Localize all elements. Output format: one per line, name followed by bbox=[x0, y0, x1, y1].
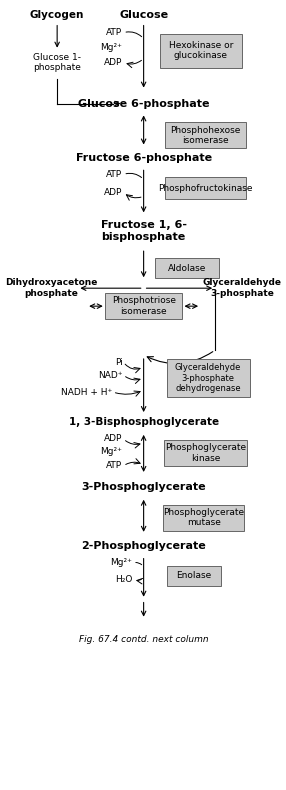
Text: ADP: ADP bbox=[104, 58, 122, 67]
Text: ATP: ATP bbox=[106, 170, 122, 179]
Text: Mg²⁺: Mg²⁺ bbox=[110, 559, 132, 567]
Text: ATP: ATP bbox=[106, 461, 122, 470]
Text: Mg²⁺: Mg²⁺ bbox=[101, 43, 122, 52]
FancyBboxPatch shape bbox=[160, 34, 242, 68]
Text: Fructose 1, 6-: Fructose 1, 6- bbox=[101, 220, 187, 231]
Text: Phosphofructokinase: Phosphofructokinase bbox=[158, 184, 253, 193]
Text: H₂O: H₂O bbox=[115, 575, 132, 584]
Text: NAD⁺: NAD⁺ bbox=[98, 371, 122, 379]
Text: Pi: Pi bbox=[115, 358, 122, 367]
FancyBboxPatch shape bbox=[165, 122, 246, 149]
Text: Glyceraldehyde
3-phosphate
dehydrogenase: Glyceraldehyde 3-phosphate dehydrogenase bbox=[175, 363, 241, 393]
Text: ADP: ADP bbox=[104, 435, 122, 443]
Text: Dihydroxyacetone
phosphate: Dihydroxyacetone phosphate bbox=[5, 279, 97, 298]
FancyBboxPatch shape bbox=[155, 258, 219, 278]
FancyBboxPatch shape bbox=[165, 178, 246, 199]
FancyBboxPatch shape bbox=[166, 359, 249, 397]
Text: Fructose 6-phosphate: Fructose 6-phosphate bbox=[76, 153, 212, 164]
Text: ADP: ADP bbox=[104, 188, 122, 197]
Text: Phosphoglycerate
mutase: Phosphoglycerate mutase bbox=[163, 508, 244, 528]
Text: Aldolase: Aldolase bbox=[168, 264, 206, 273]
Text: bisphosphate: bisphosphate bbox=[102, 232, 186, 243]
Text: Phosphohexose
isomerase: Phosphohexose isomerase bbox=[170, 126, 241, 145]
Text: Glucose: Glucose bbox=[119, 9, 168, 20]
Text: Enolase: Enolase bbox=[176, 571, 212, 580]
Text: Glucose 6-phosphate: Glucose 6-phosphate bbox=[78, 99, 209, 108]
Text: 2-Phosphoglycerate: 2-Phosphoglycerate bbox=[81, 540, 206, 551]
Text: Phosphotriose
isomerase: Phosphotriose isomerase bbox=[112, 296, 176, 316]
Text: Glyceraldehyde
3-phosphate: Glyceraldehyde 3-phosphate bbox=[203, 279, 282, 298]
Text: 1, 3-Bisphosphoglycerate: 1, 3-Bisphosphoglycerate bbox=[69, 417, 219, 427]
Text: Glucose 1-
phosphate: Glucose 1- phosphate bbox=[33, 53, 81, 73]
Text: Phosphoglycerate
kinase: Phosphoglycerate kinase bbox=[165, 443, 246, 463]
Text: 3-Phosphoglycerate: 3-Phosphoglycerate bbox=[81, 482, 206, 492]
FancyBboxPatch shape bbox=[163, 505, 244, 531]
FancyBboxPatch shape bbox=[164, 440, 247, 466]
Text: Glycogen: Glycogen bbox=[30, 9, 84, 20]
FancyBboxPatch shape bbox=[166, 566, 221, 585]
Text: Fig. 67.4 contd. next column: Fig. 67.4 contd. next column bbox=[79, 635, 208, 644]
Text: Hexokinase or
glucokinase: Hexokinase or glucokinase bbox=[169, 41, 233, 60]
Text: ATP: ATP bbox=[106, 28, 122, 37]
Text: NADH + H⁺: NADH + H⁺ bbox=[61, 388, 112, 397]
Text: Mg²⁺: Mg²⁺ bbox=[101, 447, 122, 457]
FancyBboxPatch shape bbox=[105, 293, 182, 319]
